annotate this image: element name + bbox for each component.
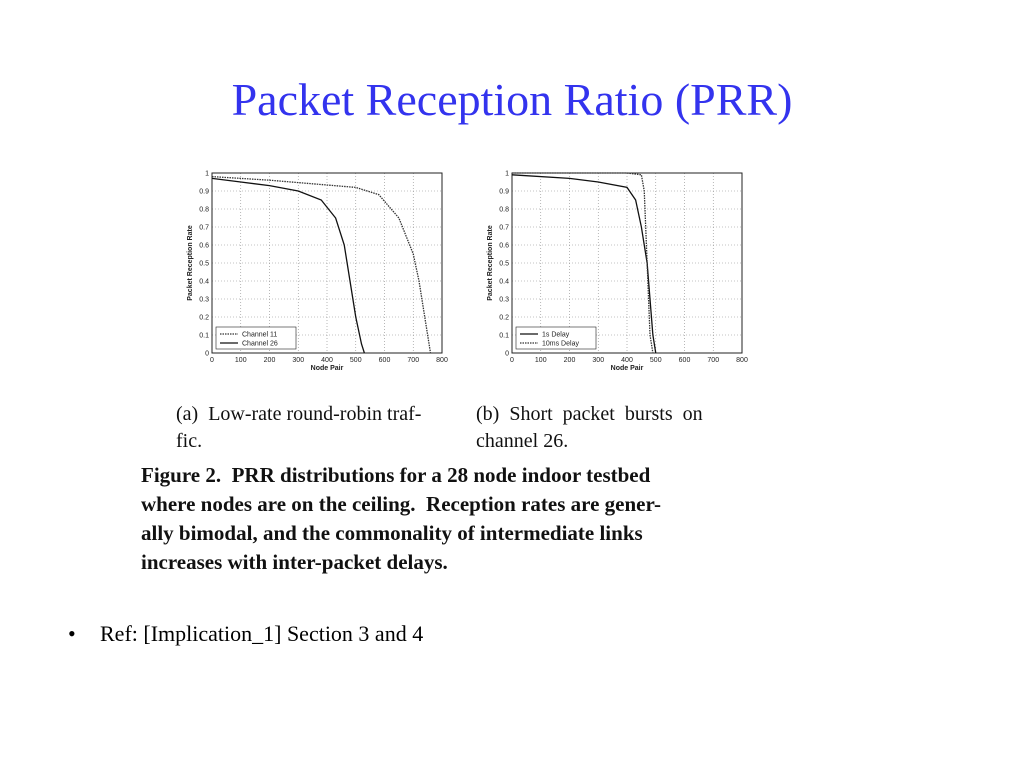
y-tick-label: 1 — [505, 171, 509, 178]
legend-label: Channel 11 — [242, 332, 277, 339]
x-tick-label: 0 — [210, 357, 214, 364]
x-tick-label: 800 — [436, 357, 448, 364]
legend-label: Channel 26 — [242, 341, 278, 348]
y-tick-label: 0.2 — [199, 315, 209, 322]
bullet-text: Ref: [Implication_1] Section 3 and 4 — [100, 621, 423, 646]
x-axis-label: Node Pair — [311, 365, 344, 372]
legend-label: 10ms Delay — [542, 341, 579, 348]
y-tick-label: 0.3 — [199, 297, 209, 304]
y-tick-label: 0.1 — [499, 333, 509, 340]
y-tick-label: 0.5 — [499, 261, 509, 268]
x-tick-label: 700 — [707, 357, 719, 364]
subcaption: (b) Short packet bursts on — [476, 403, 703, 425]
x-tick-label: 600 — [379, 357, 391, 364]
x-tick-label: 200 — [564, 357, 576, 364]
y-tick-label: 0.7 — [199, 225, 209, 232]
bullet-dot: • — [68, 621, 76, 646]
figure-caption: where nodes are on the ceiling. Receptio… — [141, 492, 661, 516]
series-line — [512, 172, 654, 354]
x-tick-label: 800 — [736, 357, 748, 364]
subcaption: (a) Low-rate round-robin traf- — [176, 403, 421, 425]
plot-frame — [211, 172, 443, 354]
y-tick-label: 0.9 — [499, 189, 509, 196]
x-tick-label: 0 — [510, 357, 514, 364]
x-tick-label: 400 — [621, 357, 633, 364]
slide-title: Packet Reception Ratio (PRR) — [232, 74, 793, 125]
y-tick-label: 0.6 — [499, 243, 509, 250]
y-tick-label: 0.8 — [499, 207, 509, 214]
x-tick-label: 300 — [292, 357, 304, 364]
y-tick-label: 0 — [205, 351, 209, 358]
series-line — [511, 174, 657, 354]
figure-caption: ally bimodal, and the commonality of int… — [141, 521, 643, 545]
y-tick-label: 0.8 — [199, 207, 209, 214]
y-axis-label: Packet Reception Rate — [187, 225, 194, 301]
y-tick-label: 0.2 — [499, 315, 509, 322]
x-tick-label: 500 — [650, 357, 662, 364]
x-tick-label: 300 — [592, 357, 604, 364]
subcaption: fic. — [176, 430, 202, 452]
x-tick-label: 600 — [679, 357, 691, 364]
series-line — [211, 177, 365, 354]
x-axis-label: Node Pair — [611, 365, 644, 372]
x-tick-label: 500 — [350, 357, 362, 364]
y-tick-label: 1 — [205, 171, 209, 178]
y-tick-label: 0.1 — [199, 333, 209, 340]
y-tick-label: 0.7 — [499, 225, 509, 232]
x-tick-label: 200 — [264, 357, 276, 364]
y-tick-label: 0.5 — [199, 261, 209, 268]
y-tick-label: 0.9 — [199, 189, 209, 196]
figure-caption: Figure 2. PRR distributions for a 28 nod… — [141, 463, 651, 487]
x-tick-label: 100 — [235, 357, 247, 364]
series-line — [211, 175, 432, 354]
x-tick-label: 700 — [407, 357, 419, 364]
y-tick-label: 0.3 — [499, 297, 509, 304]
x-tick-label: 400 — [321, 357, 333, 364]
y-tick-label: 0.4 — [499, 279, 509, 286]
y-tick-label: 0.4 — [199, 279, 209, 286]
subcaption: channel 26. — [476, 430, 568, 452]
y-tick-label: 0 — [505, 351, 509, 358]
x-tick-label: 100 — [535, 357, 547, 364]
legend-label: 1s Delay — [542, 332, 570, 339]
y-tick-label: 0.6 — [199, 243, 209, 250]
figure-caption: increases with inter-packet delays. — [141, 550, 448, 574]
y-axis-label: Packet Reception Rate — [487, 225, 494, 301]
